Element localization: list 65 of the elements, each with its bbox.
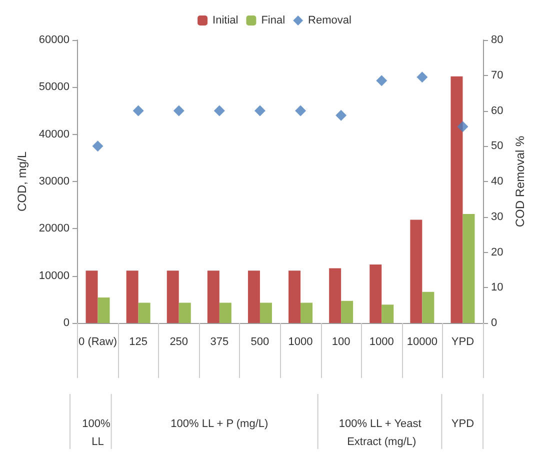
bar: [248, 270, 260, 323]
bar: [138, 302, 150, 323]
bar: [300, 302, 313, 323]
bar: [178, 302, 191, 323]
point: [295, 105, 306, 116]
y-tick-label: 20000: [38, 222, 70, 235]
text: 100% LL: [82, 418, 114, 448]
y-axis-title: COD, mg/L: [15, 151, 29, 212]
y2-tick-label: 10: [491, 282, 504, 294]
point: [132, 105, 144, 116]
x-tick-label: YPD: [451, 336, 474, 348]
y-tick-label: 50000: [38, 81, 70, 94]
bar: [410, 220, 422, 323]
y2-tick-label: 80: [491, 34, 504, 46]
bar: [422, 292, 434, 323]
bar: [382, 304, 394, 323]
bar: [126, 270, 138, 323]
point: [254, 105, 266, 116]
y-tick-label: 40000: [38, 128, 70, 140]
point: [92, 140, 104, 152]
y2-tick-label: 20: [491, 246, 504, 258]
point: [214, 105, 225, 116]
y2-tick-label: 70: [491, 69, 504, 82]
point: [416, 72, 428, 83]
x-tick-label: 1000: [369, 336, 394, 348]
x-tick-label: 125: [129, 336, 148, 348]
bar: [166, 270, 179, 323]
bar: [86, 270, 98, 323]
legend-label: Initial: [212, 14, 238, 26]
y-tick-label: 10000: [38, 270, 70, 282]
x-tick-label: 500: [250, 336, 270, 348]
bar: [450, 76, 463, 323]
bar: [219, 302, 232, 323]
point: [376, 75, 388, 86]
y-tick-label: 30000: [38, 176, 70, 188]
y-tick-label: 60000: [38, 34, 70, 46]
bar: [260, 302, 272, 323]
x-tick-label: 10000: [406, 336, 438, 348]
bar: [370, 264, 382, 323]
y2-tick-label: 50: [491, 140, 504, 152]
bar: [288, 270, 301, 323]
x-tick-label: 0 (Raw): [78, 336, 118, 348]
y2-tick-label: 40: [491, 176, 504, 188]
x-tick-label: 375: [210, 336, 229, 348]
y2-axis-title: COD Removal %: [513, 135, 528, 228]
point: [336, 110, 347, 121]
text: 100% LL + P (mg/L): [170, 418, 268, 430]
point: [457, 121, 468, 132]
text: 100% LL + Yeast Extract (mg/L): [338, 418, 424, 448]
y2-tick-label: 60: [491, 104, 504, 117]
legend-label: Removal: [308, 14, 352, 26]
bar: [462, 214, 475, 323]
bar: [207, 270, 220, 323]
y-tick-label: 0: [63, 317, 70, 329]
text: YPD: [451, 418, 474, 430]
bar: [98, 298, 110, 323]
point: [173, 105, 184, 116]
x-tick-label: 250: [170, 336, 188, 348]
y2-tick-label: 0: [491, 317, 498, 329]
x-tick-label: 1000: [288, 336, 313, 348]
bar: [329, 268, 342, 323]
bar: [341, 300, 354, 323]
y2-tick-label: 30: [491, 210, 504, 223]
x-tick-label: 100: [332, 336, 350, 348]
legend-label: Final: [261, 14, 286, 26]
